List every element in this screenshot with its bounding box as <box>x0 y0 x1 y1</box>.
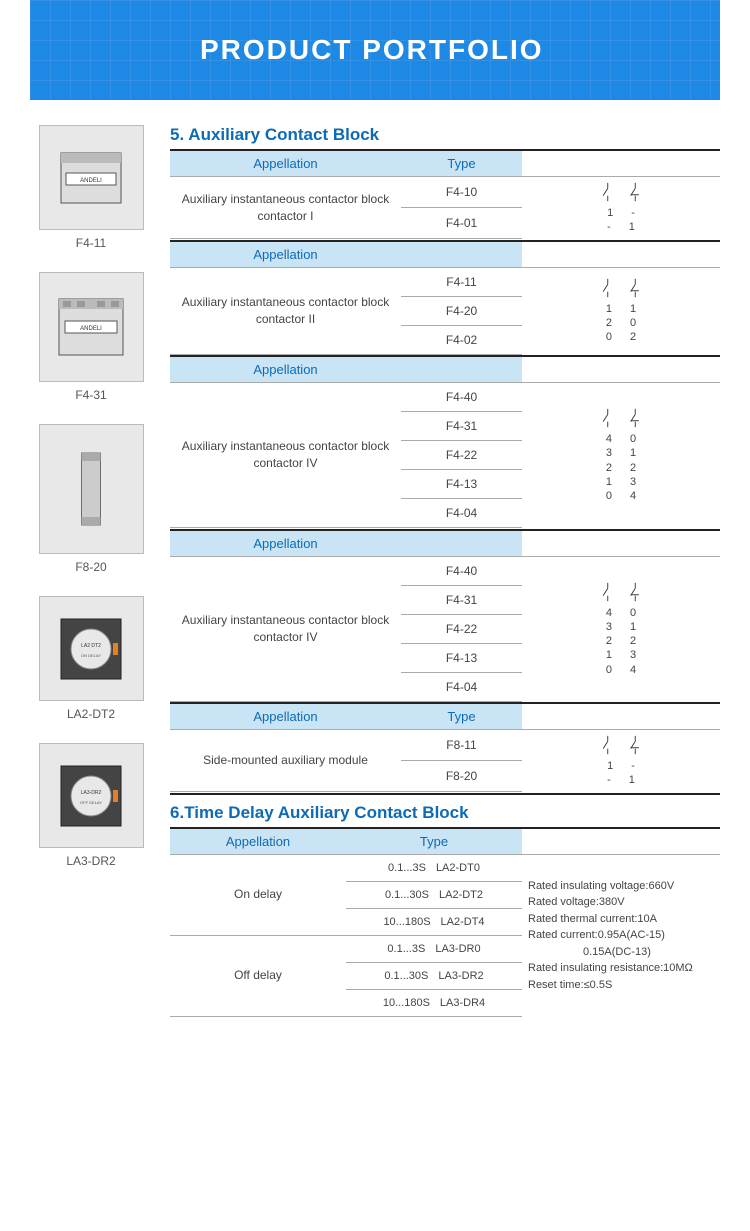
type-cell: F4-40 <box>401 383 522 412</box>
type-cell: F4-13 <box>401 643 522 672</box>
banner: PRODUCT PORTFOLIO <box>30 0 720 100</box>
type-cell: F4-31 <box>401 585 522 614</box>
svg-text:OFF DELAY: OFF DELAY <box>80 800 102 805</box>
appellation-cell: Auxiliary instantaneous contactor blockc… <box>170 556 401 701</box>
contact-symbol-icon <box>526 181 716 206</box>
appellation-cell: Side-mounted auxiliary module <box>170 730 401 792</box>
appellation-cell: Auxiliary instantaneous contactor blockc… <box>170 177 401 239</box>
contact-symbol-icon <box>526 407 716 432</box>
delay-type-cell: 0.1...3SLA3-DR0 <box>346 935 522 962</box>
col-diagram <box>522 150 720 177</box>
section-number: 5 <box>170 125 179 144</box>
type-cell: F4-40 <box>401 556 522 585</box>
svg-text:ANDELI: ANDELI <box>80 178 102 184</box>
delay-type-cell: 10...180SLA2-DT4 <box>346 908 522 935</box>
col-appellation: Appellation <box>170 530 401 557</box>
content: ANDELI F4-11 ANDELI F4-31 F8-20 LA2 DT2 O… <box>0 125 750 1047</box>
tables-column: 5. Auxiliary Contact Block AppellationTy… <box>170 125 720 1017</box>
time-delay-icon: LA3-DR2 OFF DELAY <box>39 743 144 848</box>
col-type <box>401 530 522 557</box>
contact-matrix: 1--1 <box>607 759 635 788</box>
product-label: F4-31 <box>30 388 152 402</box>
type-cell: F4-31 <box>401 412 522 441</box>
product-thumbnail: LA2 DT2 ON DELAY LA2-DT2 <box>30 596 152 721</box>
col-appellation: Appellation <box>170 703 401 730</box>
svg-text:ANDELI: ANDELI <box>80 326 102 332</box>
diagram-cell: 112002 <box>522 267 720 354</box>
type-cell: F8-20 <box>401 761 522 792</box>
col-appellation: Appellation <box>170 356 401 383</box>
delay-type-cell: 0.1...30SLA2-DT2 <box>346 881 522 908</box>
type-cell: F4-13 <box>401 470 522 499</box>
product-label: F8-20 <box>30 560 152 574</box>
delay-type-cell: 10...180SLA3-DR4 <box>346 989 522 1016</box>
col-type: Type <box>401 150 522 177</box>
delay-type-cell: 0.1...30SLA3-DR2 <box>346 962 522 989</box>
contact-matrix: 112002 <box>606 302 636 345</box>
type-cell: F4-11 <box>401 267 522 296</box>
col-appellation: Appellation <box>170 241 401 268</box>
contact-matrix: 4031221304 <box>606 606 636 677</box>
type-cell: F4-04 <box>401 672 522 701</box>
col-diagram <box>522 356 720 383</box>
type-cell: F8-11 <box>401 730 522 761</box>
time-delay-table: AppellationTypeOn delay0.1...3SLA2-DT0Ra… <box>170 827 720 1017</box>
type-cell: F4-01 <box>401 208 522 239</box>
side-module-icon <box>39 424 144 554</box>
col-diagram <box>522 703 720 730</box>
contactor-icon: ANDELI <box>39 272 144 382</box>
col-type <box>401 356 522 383</box>
product-thumbnail: ANDELI F4-11 <box>30 125 152 250</box>
contact-symbol-icon <box>526 581 716 606</box>
svg-text:ON DELAY: ON DELAY <box>81 653 101 658</box>
contact-matrix: 1--1 <box>607 206 635 235</box>
section-name: Time Delay Auxiliary Contact Block <box>184 803 468 822</box>
diagram-cell: 4031221304 <box>522 556 720 701</box>
section-6-title: 6.Time Delay Auxiliary Contact Block <box>170 803 720 823</box>
contact-symbol-icon <box>526 277 716 302</box>
appellation-cell: Auxiliary instantaneous contactor blockc… <box>170 267 401 354</box>
contactor-icon: ANDELI <box>39 125 144 230</box>
svg-text:LA2 DT2: LA2 DT2 <box>81 643 101 649</box>
product-label: LA2-DT2 <box>30 707 152 721</box>
product-image-column: ANDELI F4-11 ANDELI F4-31 F8-20 LA2 DT2 O… <box>30 125 152 1017</box>
type-cell: F4-10 <box>401 177 522 208</box>
delay-appellation: On delay <box>170 854 346 935</box>
svg-text:LA3-DR2: LA3-DR2 <box>81 790 102 796</box>
diagram-cell: 4031221304 <box>522 383 720 528</box>
product-label: F4-11 <box>30 236 152 250</box>
type-cell: F4-22 <box>401 441 522 470</box>
section-number: 6 <box>170 803 179 822</box>
type-cell: F4-22 <box>401 614 522 643</box>
col-ratings <box>522 828 720 855</box>
product-label: LA3-DR2 <box>30 854 152 868</box>
col-diagram <box>522 530 720 557</box>
type-cell: F4-04 <box>401 499 522 528</box>
col-appellation: Appellation <box>170 150 401 177</box>
contact-symbol-icon <box>526 734 716 759</box>
diagram-cell: 1--1 <box>522 177 720 239</box>
delay-appellation: Off delay <box>170 935 346 1016</box>
delay-type-cell: 0.1...3SLA2-DT0 <box>346 854 522 881</box>
section-5-title: 5. Auxiliary Contact Block <box>170 125 720 145</box>
col-type <box>401 241 522 268</box>
col-type: Type <box>401 703 522 730</box>
diagram-cell: 1--1 <box>522 730 720 792</box>
product-thumbnail: F8-20 <box>30 424 152 574</box>
col-appellation: Appellation <box>170 828 346 855</box>
contact-matrix: 4031221304 <box>606 432 636 503</box>
auxiliary-contact-table: AppellationTypeAuxiliary instantaneous c… <box>170 149 720 795</box>
appellation-cell: Auxiliary instantaneous contactor blockc… <box>170 383 401 528</box>
col-type: Type <box>346 828 522 855</box>
ratings-cell: Rated insulating voltage:660VRated volta… <box>522 854 720 1016</box>
col-diagram <box>522 241 720 268</box>
type-cell: F4-20 <box>401 296 522 325</box>
type-cell: F4-02 <box>401 325 522 354</box>
product-thumbnail: ANDELI F4-31 <box>30 272 152 402</box>
page-title: PRODUCT PORTFOLIO <box>200 34 544 66</box>
time-delay-icon: LA2 DT2 ON DELAY <box>39 596 144 701</box>
section-name: Auxiliary Contact Block <box>188 125 379 144</box>
product-thumbnail: LA3-DR2 OFF DELAY LA3-DR2 <box>30 743 152 868</box>
